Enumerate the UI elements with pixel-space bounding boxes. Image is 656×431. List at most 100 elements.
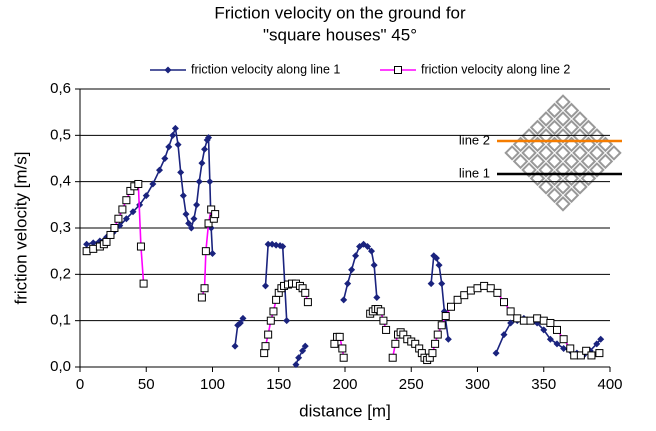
marker-diamond xyxy=(185,219,193,227)
marker-diamond xyxy=(209,249,216,257)
y-tick-label: 0,2 xyxy=(50,265,71,282)
marker-square xyxy=(513,314,522,323)
marker-square xyxy=(114,214,123,223)
marker-diamond xyxy=(432,254,440,262)
marker-diamond xyxy=(205,134,213,142)
marker-diamond xyxy=(89,239,97,247)
x-tick-label: 0 xyxy=(76,376,84,393)
marker-diamond xyxy=(142,192,150,200)
house xyxy=(606,145,622,161)
marker-square xyxy=(201,247,210,256)
house xyxy=(555,196,571,212)
marker-square xyxy=(431,339,440,348)
marker-diamond xyxy=(156,166,163,174)
marker-diamond xyxy=(231,342,239,350)
marker-diamond xyxy=(299,347,307,355)
marker-square xyxy=(301,288,310,297)
marker-diamond xyxy=(164,66,172,74)
marker-square xyxy=(582,346,591,355)
house xyxy=(572,111,588,127)
marker-square xyxy=(500,298,508,307)
marker-square xyxy=(473,284,482,293)
legend-label: friction velocity along line 1 xyxy=(191,62,340,76)
marker-diamond xyxy=(165,143,173,151)
marker-square xyxy=(139,279,148,288)
house xyxy=(546,153,563,170)
house xyxy=(538,111,554,127)
house xyxy=(529,119,546,136)
house xyxy=(572,145,588,161)
marker-diamond xyxy=(507,319,515,327)
marker-diamond xyxy=(340,296,348,304)
marker-square xyxy=(382,325,391,334)
marker-square xyxy=(118,205,127,214)
marker-square xyxy=(559,335,568,344)
x-tick-label: 100 xyxy=(200,376,225,393)
marker-square xyxy=(433,330,442,339)
house xyxy=(529,153,546,170)
marker-diamond xyxy=(174,141,182,149)
marker-square xyxy=(272,295,281,304)
marker-diamond xyxy=(264,240,272,248)
marker-square xyxy=(453,295,462,304)
marker-square xyxy=(394,66,402,74)
marker-square xyxy=(460,291,469,300)
marker-diamond xyxy=(500,331,508,339)
house xyxy=(589,145,605,161)
marker-square xyxy=(197,293,206,302)
marker-square xyxy=(428,349,437,358)
marker-diamond xyxy=(198,159,206,167)
marker-diamond xyxy=(444,335,452,343)
marker-square xyxy=(335,332,344,341)
house xyxy=(512,153,529,170)
marker-square xyxy=(480,281,489,290)
marker-square xyxy=(388,353,397,362)
marker-diamond xyxy=(187,224,195,232)
marker-square xyxy=(269,307,278,316)
marker-diamond xyxy=(195,178,203,186)
marker-diamond xyxy=(239,314,247,322)
marker-square xyxy=(493,288,502,297)
marker-square xyxy=(211,210,220,219)
house xyxy=(555,111,571,127)
marker-diamond xyxy=(553,340,561,348)
marker-diamond xyxy=(206,178,214,186)
x-tick-label: 400 xyxy=(597,376,622,393)
house xyxy=(555,145,571,161)
x-axis-title: distance [m] xyxy=(299,401,391,420)
marker-square xyxy=(391,339,400,348)
marker-square xyxy=(261,342,270,351)
marker-square xyxy=(506,307,515,316)
marker-diamond xyxy=(373,294,381,301)
marker-square xyxy=(546,318,555,327)
marker-diamond xyxy=(190,215,198,223)
marker-square xyxy=(338,344,347,353)
marker-diamond xyxy=(492,349,500,357)
house xyxy=(563,187,580,204)
x-tick-label: 350 xyxy=(531,376,556,393)
house xyxy=(555,94,571,110)
marker-diamond xyxy=(427,280,435,288)
marker-square xyxy=(526,316,535,325)
marker-diamond xyxy=(546,335,554,343)
marker-square xyxy=(339,353,348,362)
house xyxy=(580,153,597,170)
y-tick-label: 0,6 xyxy=(50,80,71,97)
marker-diamond xyxy=(597,335,605,343)
marker-square xyxy=(264,330,273,339)
marker-square xyxy=(122,196,131,205)
marker-diamond xyxy=(179,192,187,200)
marker-diamond xyxy=(370,261,378,269)
marker-square xyxy=(466,286,475,295)
inset-label: line 1 xyxy=(459,165,490,180)
house xyxy=(555,128,571,144)
marker-diamond xyxy=(279,243,287,251)
marker-square xyxy=(330,339,339,348)
marker-square xyxy=(200,284,209,293)
marker-square xyxy=(587,351,596,360)
house xyxy=(580,119,597,136)
house xyxy=(572,179,588,195)
y-tick-label: 0,5 xyxy=(50,126,71,143)
house xyxy=(563,119,580,136)
marker-square xyxy=(533,314,542,323)
